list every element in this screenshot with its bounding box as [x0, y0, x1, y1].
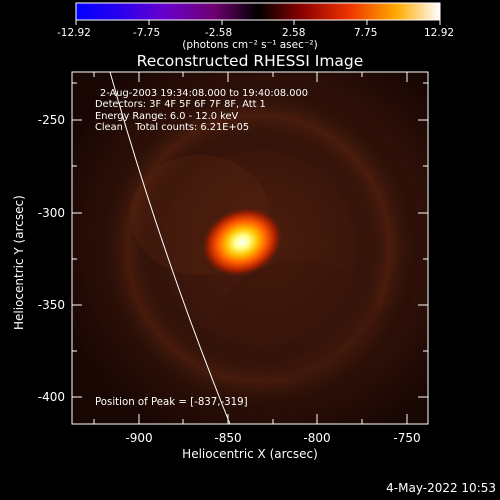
x-tick-label: -900	[125, 431, 153, 445]
plot-frame	[71, 71, 429, 425]
y-axis-label: Heliocentric Y (arcsec)	[12, 195, 26, 330]
colorbar-tick-label: -2.58	[205, 27, 233, 39]
y-tick-label: -300	[37, 206, 65, 220]
colorbar-tick-label: -7.75	[133, 27, 161, 39]
flare-peak	[201, 206, 283, 278]
info-energy-range: Energy Range: 6.0 - 12.0 keV	[95, 111, 239, 122]
colorbar-tick-label: 7.75	[354, 27, 378, 39]
y-tick-label: -250	[37, 113, 65, 127]
solar-limb	[109, 71, 231, 425]
x-tick-label: -800	[303, 431, 331, 445]
colorbar	[75, 2, 441, 21]
info-detectors: Detectors: 3F 4F 5F 6F 7F 8F, Att 1	[95, 99, 266, 110]
x-tick-label: -750	[393, 431, 421, 445]
x-axis-label: Heliocentric X (arcsec)	[182, 447, 318, 461]
colorbar-tick-label: 2.58	[282, 27, 306, 39]
y-tick-label: -350	[37, 298, 65, 312]
colorbar-units: (photons cm⁻² s⁻¹ asec⁻²)	[182, 39, 318, 51]
y-tick-label: -400	[37, 390, 65, 404]
colorbar-tick-label: 12.92	[424, 27, 455, 39]
plot-title: Reconstructed RHESSI Image	[136, 52, 364, 70]
x-tick-label: -850	[214, 431, 242, 445]
peak-position-label: Position of Peak = [-837,-319]	[95, 397, 248, 408]
timestamp: 4-May-2022 10:53	[386, 481, 496, 495]
info-algorithm: Clean Total counts: 6.21E+05	[95, 122, 250, 133]
colorbar-tick-label: -12.92	[57, 27, 91, 39]
info-time-range: 2-Aug-2003 19:34:08.000 to 19:40:08.000	[100, 88, 308, 99]
